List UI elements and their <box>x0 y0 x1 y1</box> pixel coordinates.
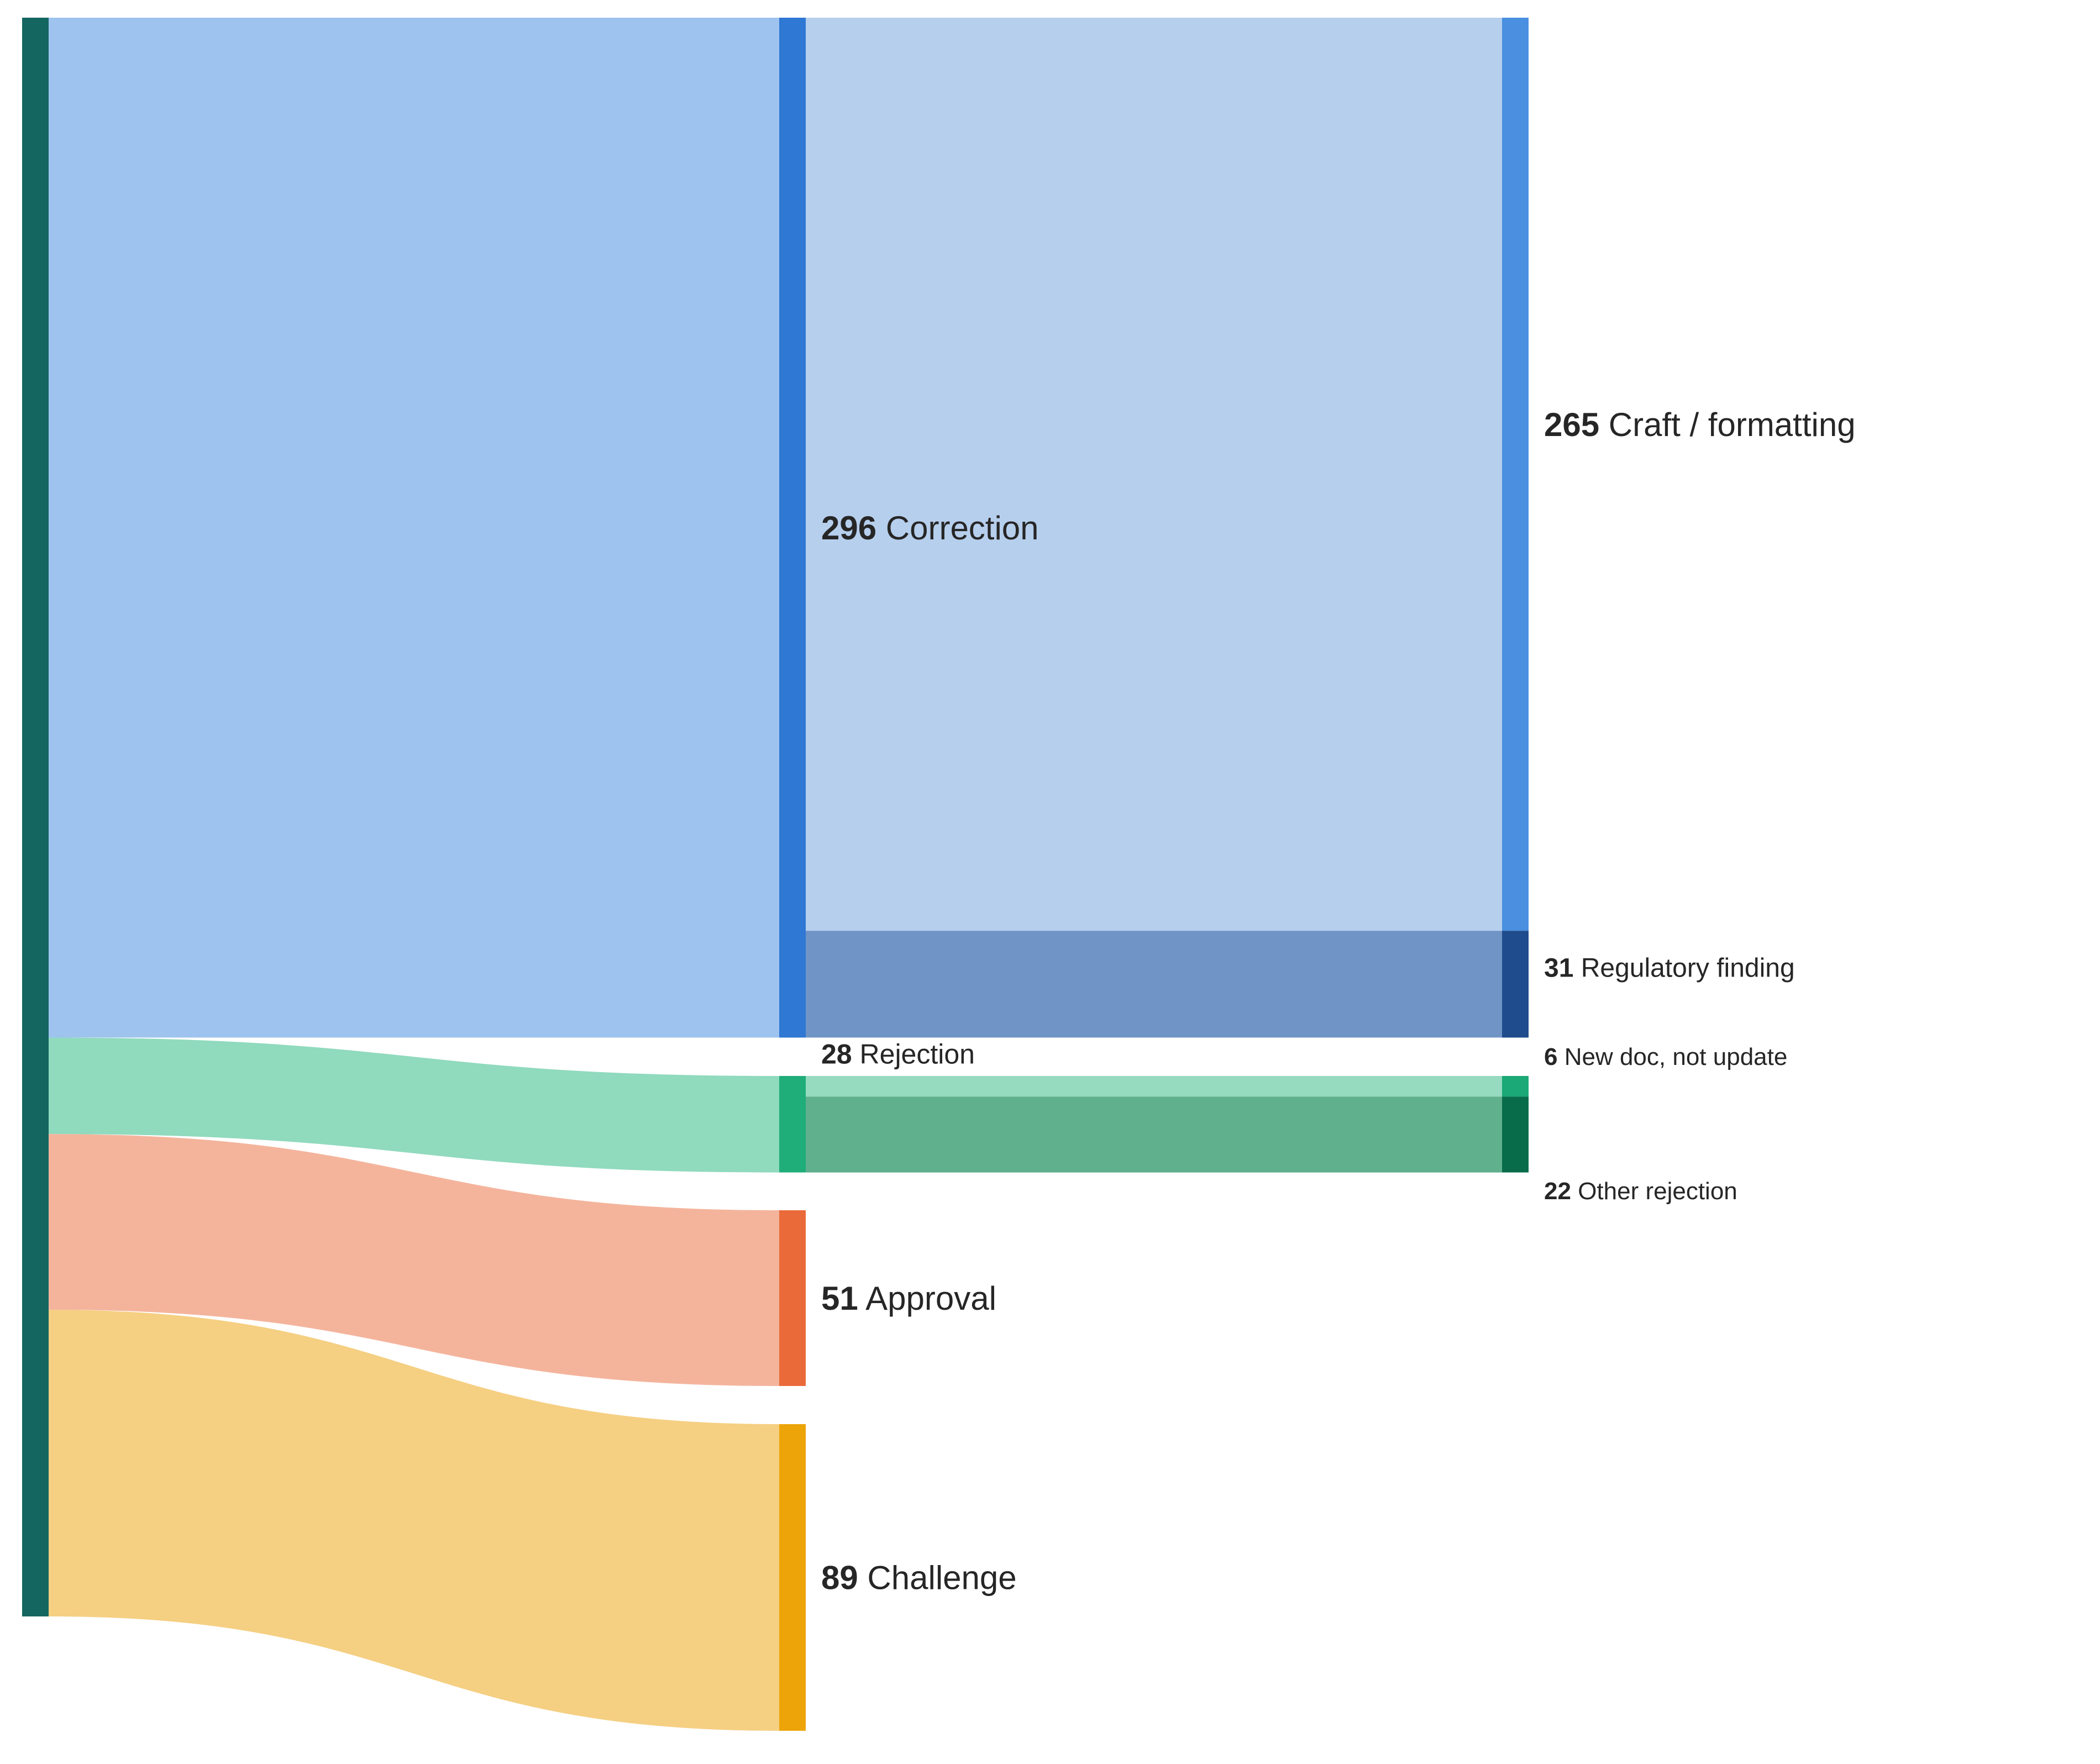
labels-layer: 296 Correction 28 Rejection 51 Approval 89 … <box>821 406 1856 1596</box>
node-newdoc <box>1502 1076 1529 1097</box>
label-craft: 265 Craft / formatting <box>1544 406 1856 443</box>
link-rejection-to-newdoc <box>806 1076 1502 1097</box>
label-challenge-value: 89 <box>821 1559 858 1596</box>
label-regulatory-value: 31 <box>1544 954 1573 983</box>
link-correction-to-regulatory <box>806 931 1502 1038</box>
link-root-to-approval <box>49 1134 779 1386</box>
node-approval <box>779 1210 806 1386</box>
node-craft <box>1502 18 1529 931</box>
links-layer <box>49 18 1502 1731</box>
node-rejection <box>779 1076 806 1173</box>
label-newdoc-name: New doc, not update <box>1565 1043 1788 1070</box>
node-root <box>22 18 49 1616</box>
label-otherrej-value: 22 <box>1544 1178 1571 1205</box>
label-otherrej: 22 Other rejection <box>1544 1178 1737 1205</box>
nodes-layer <box>22 18 1529 1731</box>
label-rejection-name: Rejection <box>860 1039 975 1070</box>
label-approval: 51 Approval <box>821 1280 996 1317</box>
link-root-to-correction <box>49 18 779 1038</box>
label-otherrej-name: Other rejection <box>1578 1178 1737 1205</box>
label-newdoc-value: 6 <box>1544 1043 1557 1070</box>
link-correction-to-craft <box>806 18 1502 931</box>
label-newdoc: 6 New doc, not update <box>1544 1043 1787 1070</box>
label-craft-value: 265 <box>1544 406 1599 443</box>
label-craft-name: Craft / formatting <box>1609 406 1856 443</box>
label-correction: 296 Correction <box>821 510 1039 547</box>
label-rejection: 28 Rejection <box>821 1039 975 1070</box>
node-correction <box>779 18 806 1038</box>
link-rejection-to-otherrej <box>806 1096 1502 1173</box>
label-correction-value: 296 <box>821 510 876 547</box>
label-correction-name: Correction <box>886 510 1039 547</box>
label-challenge: 89 Challenge <box>821 1559 1017 1596</box>
node-challenge <box>779 1424 806 1731</box>
link-root-to-challenge <box>49 1310 779 1731</box>
label-challenge-name: Challenge <box>867 1559 1016 1596</box>
label-regulatory: 31 Regulatory finding <box>1544 954 1795 983</box>
link-root-to-rejection <box>49 1037 779 1173</box>
label-regulatory-name: Regulatory finding <box>1581 954 1795 983</box>
label-approval-value: 51 <box>821 1280 858 1317</box>
label-rejection-value: 28 <box>821 1039 852 1070</box>
node-regulatory <box>1502 931 1529 1038</box>
label-approval-name: Approval <box>865 1280 996 1317</box>
node-otherrej <box>1502 1096 1529 1173</box>
